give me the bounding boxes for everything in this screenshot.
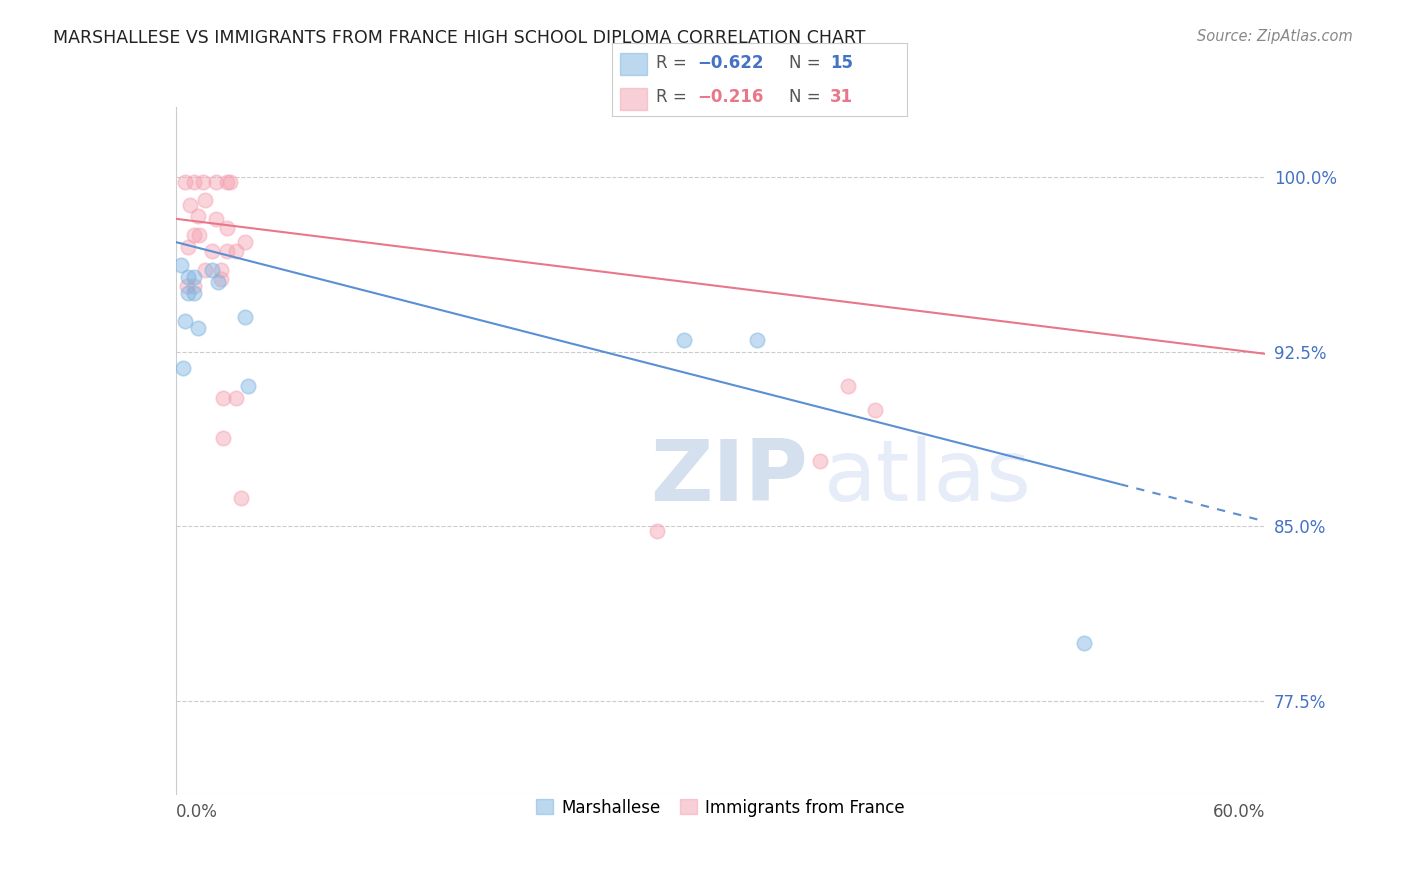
Point	[176, 279, 198, 293]
Point	[183, 286, 205, 301]
Point	[863, 402, 886, 417]
Point	[673, 333, 696, 347]
Text: −0.216: −0.216	[697, 88, 763, 106]
Point	[201, 244, 224, 259]
Point	[204, 211, 226, 226]
Point	[188, 228, 211, 243]
Point	[238, 379, 260, 393]
Point	[233, 235, 256, 249]
Point	[191, 175, 214, 189]
Point	[177, 240, 200, 254]
Text: MARSHALLESE VS IMMIGRANTS FROM FRANCE HIGH SCHOOL DIPLOMA CORRELATION CHART: MARSHALLESE VS IMMIGRANTS FROM FRANCE HI…	[53, 29, 866, 46]
Point	[207, 275, 229, 289]
Text: Source: ZipAtlas.com: Source: ZipAtlas.com	[1197, 29, 1353, 44]
Point	[177, 270, 200, 285]
Point	[183, 228, 205, 243]
Point	[183, 279, 205, 293]
FancyBboxPatch shape	[620, 53, 647, 75]
Text: R =: R =	[655, 88, 692, 106]
Text: R =: R =	[655, 54, 692, 72]
Text: 0.0%: 0.0%	[176, 803, 218, 822]
Point	[183, 175, 205, 189]
Point	[172, 360, 194, 375]
Text: N =: N =	[789, 54, 825, 72]
Point	[225, 391, 247, 405]
Point	[745, 333, 768, 347]
Text: atlas: atlas	[824, 436, 1032, 519]
Point	[212, 431, 235, 445]
Point	[194, 263, 217, 277]
Point	[212, 391, 235, 405]
Point	[204, 175, 226, 189]
Text: ZIP: ZIP	[650, 436, 807, 519]
Text: −0.622: −0.622	[697, 54, 763, 72]
Point	[209, 272, 232, 286]
Point	[219, 175, 242, 189]
Point	[183, 270, 205, 285]
Point	[215, 175, 238, 189]
Point	[173, 175, 195, 189]
FancyBboxPatch shape	[620, 88, 647, 110]
Point	[233, 310, 256, 324]
Point	[177, 286, 200, 301]
Point	[810, 454, 832, 468]
Point	[173, 314, 195, 328]
Point	[209, 263, 232, 277]
Point	[201, 263, 224, 277]
Legend: Marshallese, Immigrants from France: Marshallese, Immigrants from France	[530, 792, 911, 823]
Point	[194, 193, 217, 207]
Point	[837, 379, 859, 393]
Text: 60.0%: 60.0%	[1213, 803, 1265, 822]
Text: N =: N =	[789, 88, 825, 106]
Point	[170, 258, 193, 272]
Text: 31: 31	[830, 88, 853, 106]
Point	[179, 198, 201, 212]
Point	[1073, 635, 1095, 649]
Point	[225, 244, 247, 259]
Point	[645, 524, 668, 538]
Point	[215, 244, 238, 259]
Text: 15: 15	[830, 54, 853, 72]
Point	[231, 491, 253, 506]
Point	[215, 221, 238, 235]
Point	[186, 321, 209, 335]
Point	[186, 210, 209, 224]
